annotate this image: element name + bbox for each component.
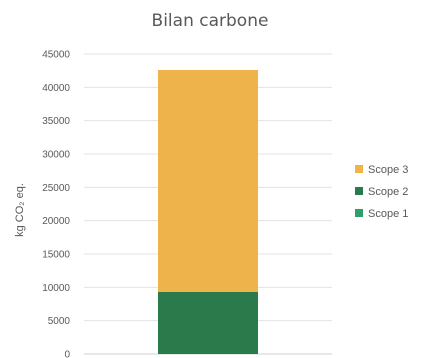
y-tick-label: 35000 bbox=[42, 116, 70, 127]
y-axis-ticks: 0 5000 10000 15000 20000 25000 30000 35000 40000… bbox=[42, 50, 70, 358]
legend-label-scope-3: Scope 3 bbox=[368, 164, 408, 176]
y-tick-label: 15000 bbox=[42, 250, 70, 261]
y-tick-label: 45000 bbox=[42, 50, 70, 61]
y-tick-label: 10000 bbox=[42, 283, 70, 294]
y-tick-label: 25000 bbox=[42, 183, 70, 194]
legend-swatch-scope-2 bbox=[355, 187, 363, 195]
legend-swatch-scope-3 bbox=[355, 165, 363, 173]
bars bbox=[158, 70, 258, 354]
bar-segment-scope-2 bbox=[158, 292, 258, 354]
y-tick-label: 5000 bbox=[48, 316, 71, 327]
bar-segment-scope-3 bbox=[158, 70, 258, 292]
legend-swatch-scope-1 bbox=[355, 209, 363, 217]
legend-label-scope-2: Scope 2 bbox=[368, 186, 408, 198]
y-axis-label: kg CO₂ eq. bbox=[14, 183, 26, 237]
legend: Scope 3 Scope 2 Scope 1 bbox=[355, 164, 408, 220]
y-tick-label: 0 bbox=[64, 350, 70, 358]
chart-title: Bilan carbone bbox=[152, 11, 269, 31]
y-tick-label: 40000 bbox=[42, 83, 70, 94]
y-tick-label: 20000 bbox=[42, 216, 70, 227]
legend-label-scope-1: Scope 1 bbox=[368, 208, 408, 220]
y-tick-label: 30000 bbox=[42, 150, 70, 161]
